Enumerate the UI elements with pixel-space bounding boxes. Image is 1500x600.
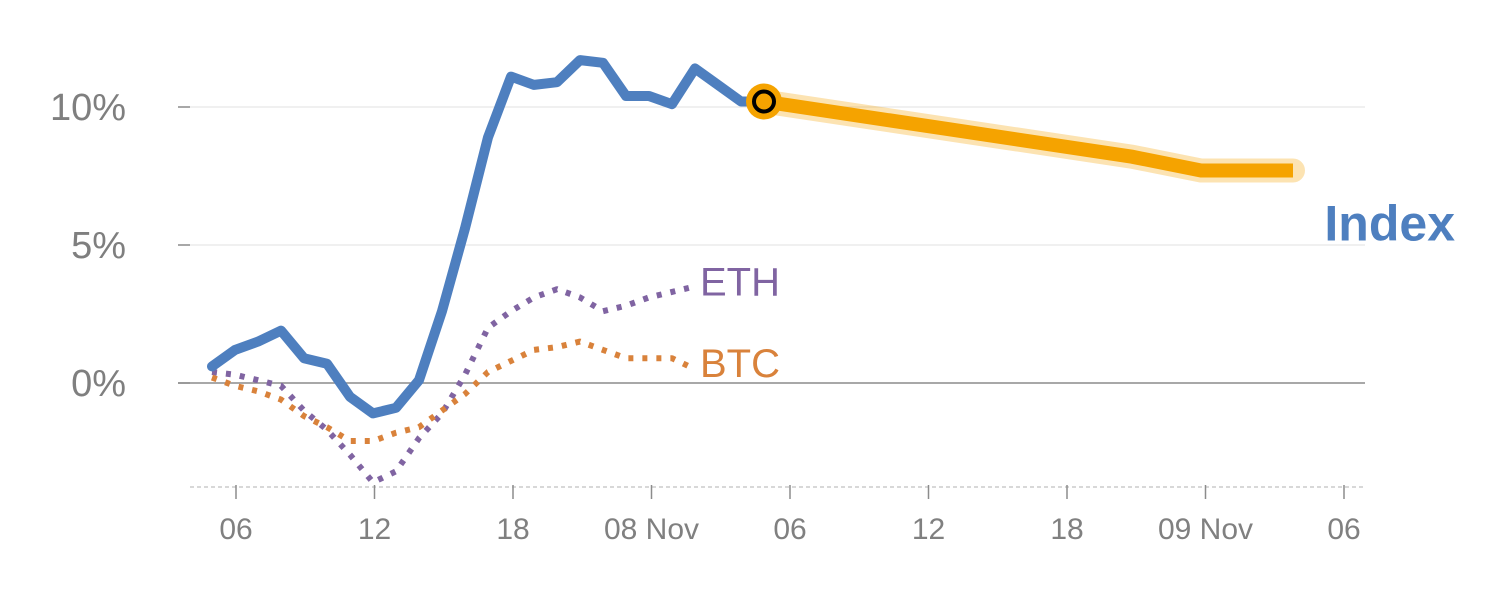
forecast-layer xyxy=(752,89,1305,183)
xtick-label-5: 12 xyxy=(912,513,945,546)
current-marker xyxy=(752,89,776,114)
series-line-eth xyxy=(211,283,696,486)
forecast-line xyxy=(762,94,1293,178)
xtick-label-2: 18 xyxy=(496,513,529,546)
series-label-btc: BTC xyxy=(700,342,780,386)
series-label-index: Index xyxy=(1324,195,1455,251)
series-layer xyxy=(207,55,769,486)
xtick-label-4: 06 xyxy=(773,513,806,546)
series-line-index xyxy=(207,55,769,419)
xtick-label-1: 12 xyxy=(358,513,391,546)
xtick-label-0: 06 xyxy=(219,513,252,546)
xtick-label-7: 09 Nov xyxy=(1158,513,1253,546)
series-label-eth: ETH xyxy=(700,260,780,304)
ytick-label-2: 10% xyxy=(50,87,126,129)
y-axis: 0% 5% 10% xyxy=(50,87,190,405)
x-axis: 06 12 18 08 Nov 06 12 18 09 Nov 06 xyxy=(190,485,1365,546)
series-line-btc xyxy=(210,338,697,444)
marker-layer xyxy=(746,83,782,120)
xtick-label-6: 18 xyxy=(1050,513,1083,546)
xtick-label-3: 08 Nov xyxy=(604,513,699,546)
ytick-label-1: 5% xyxy=(71,225,126,267)
xtick-label-8: 06 xyxy=(1327,513,1360,546)
ytick-label-0: 0% xyxy=(71,363,126,405)
series-labels: ETH BTC Index xyxy=(700,195,1455,386)
